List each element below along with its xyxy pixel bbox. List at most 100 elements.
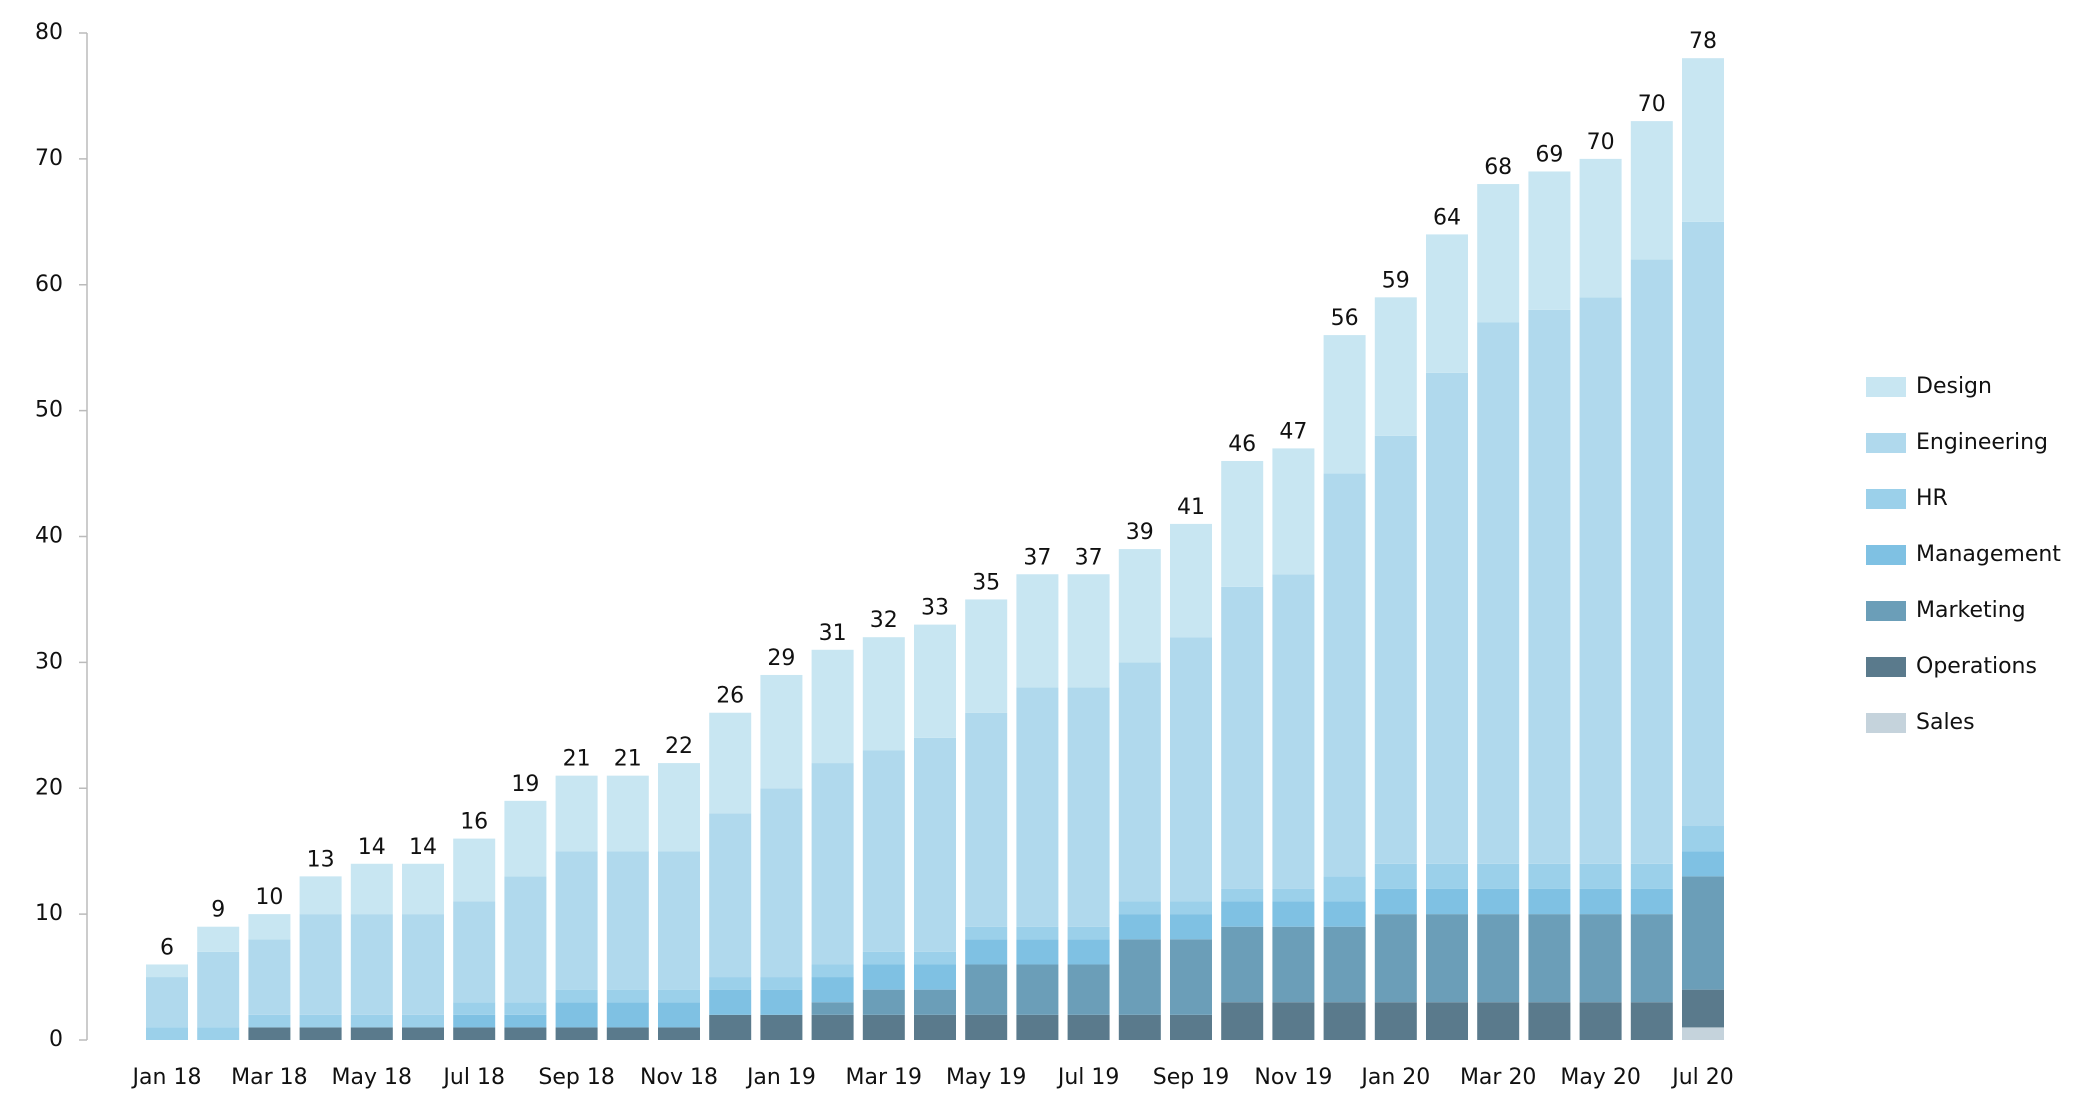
- legend-label: Design: [1916, 374, 1992, 399]
- bar-segment: [1221, 888, 1264, 902]
- bar-segment: [1477, 888, 1520, 915]
- bar-segment: [1272, 926, 1315, 1003]
- bar-segment: [606, 1002, 649, 1028]
- bar-segment: [1323, 473, 1366, 877]
- bar-segment: [862, 1014, 905, 1040]
- total-label: 6: [160, 935, 174, 960]
- total-label: 29: [767, 646, 795, 671]
- bar-segment: [453, 1014, 496, 1028]
- x-tick-label: Jul 18: [441, 1065, 505, 1090]
- bar-segment: [1067, 926, 1110, 940]
- bar-segment: [1477, 914, 1520, 1003]
- x-tick-label: May 20: [1560, 1065, 1640, 1090]
- bar-segment: [1528, 888, 1571, 915]
- bar-segment: [1682, 876, 1724, 990]
- bar-segment: [1221, 1002, 1264, 1040]
- bar-segment: [658, 989, 700, 1003]
- bar-segment: [248, 1014, 291, 1028]
- y-tick-label: 80: [35, 20, 63, 45]
- legend-swatch: [1866, 489, 1906, 509]
- x-tick-label: Jul 19: [1056, 1065, 1120, 1090]
- bar-segment: [350, 1027, 393, 1040]
- total-label: 70: [1638, 92, 1666, 117]
- bar-segment: [658, 1027, 700, 1040]
- bar-segment: [1323, 335, 1366, 474]
- bar-segment: [914, 624, 956, 738]
- total-label: 78: [1689, 29, 1717, 54]
- bar-segment: [146, 1027, 188, 1040]
- bar-segment: [555, 775, 598, 852]
- bar-segment: [1170, 939, 1212, 1015]
- bar-segment: [1374, 863, 1417, 889]
- bar-segment: [760, 1014, 803, 1040]
- bar-segment: [1528, 1002, 1571, 1040]
- bar-segment: [197, 951, 240, 1028]
- total-label: 46: [1228, 432, 1256, 457]
- total-label: 19: [511, 772, 539, 797]
- bar-segment: [709, 712, 752, 814]
- total-label: 32: [870, 608, 898, 633]
- bar-segment: [1374, 888, 1417, 915]
- total-label: 14: [358, 835, 386, 860]
- bar-segment: [1272, 448, 1315, 575]
- bar-segment: [709, 813, 752, 978]
- bar-segment: [299, 1014, 342, 1028]
- bar-segment: [1272, 574, 1315, 889]
- bar-segment: [606, 851, 649, 990]
- bar-segment: [1272, 901, 1315, 927]
- bar-segment: [402, 1014, 444, 1028]
- total-label: 31: [819, 621, 847, 646]
- bar-segment: [1016, 926, 1059, 940]
- bar-segment: [1323, 876, 1366, 902]
- legend-swatch: [1866, 657, 1906, 677]
- bar-segment: [811, 977, 854, 1003]
- bar-segment: [1118, 549, 1161, 663]
- bar-segment: [914, 989, 956, 1015]
- bar-segment: [811, 1002, 854, 1015]
- bar-segment: [1426, 914, 1468, 1003]
- bar-segment: [1426, 863, 1468, 889]
- bar-segment: [504, 800, 547, 877]
- y-tick-label: 0: [49, 1027, 63, 1052]
- x-tick-label: Nov 19: [1254, 1065, 1332, 1090]
- bar-segment: [1528, 309, 1571, 864]
- bar-segment: [1630, 863, 1673, 889]
- bar-segment: [1477, 1002, 1520, 1040]
- bar-segment: [811, 964, 854, 978]
- bar-segment: [965, 599, 1008, 713]
- bar-segment: [146, 977, 188, 1028]
- bar-segment: [1374, 1002, 1417, 1040]
- bar-segment: [862, 989, 905, 1015]
- bar-segment: [1682, 1027, 1724, 1040]
- total-label: 37: [1023, 545, 1051, 570]
- bar-segment: [1170, 1014, 1212, 1040]
- bar-segment: [658, 763, 700, 852]
- bar-segment: [1579, 297, 1622, 864]
- bar-segment: [1426, 234, 1468, 373]
- bar-segment: [248, 914, 291, 940]
- bar-segment: [965, 1014, 1008, 1040]
- bar-segment: [914, 737, 956, 952]
- bar-segment: [1630, 1002, 1673, 1040]
- bar-segment: [555, 989, 598, 1003]
- total-label: 21: [563, 747, 591, 772]
- bar-segment: [862, 750, 905, 952]
- bar-segment: [1067, 1014, 1110, 1040]
- bar-segment: [1477, 863, 1520, 889]
- bar-segment: [914, 1014, 956, 1040]
- legend-label: Marketing: [1916, 598, 2026, 623]
- bar-segment: [1272, 888, 1315, 902]
- bar-segment: [1682, 221, 1724, 827]
- x-tick-label: Jan 20: [1359, 1065, 1430, 1090]
- bar-segment: [1323, 1002, 1366, 1040]
- total-label: 16: [460, 810, 488, 835]
- bar-segment: [248, 1027, 291, 1040]
- bar-segment: [1682, 851, 1724, 877]
- bar-segment: [1682, 989, 1724, 1028]
- bar-segment: [811, 763, 854, 965]
- bar-segment: [914, 951, 956, 965]
- y-tick-label: 20: [35, 775, 63, 800]
- bar-segment: [1528, 171, 1571, 310]
- bar-segment: [1323, 901, 1366, 927]
